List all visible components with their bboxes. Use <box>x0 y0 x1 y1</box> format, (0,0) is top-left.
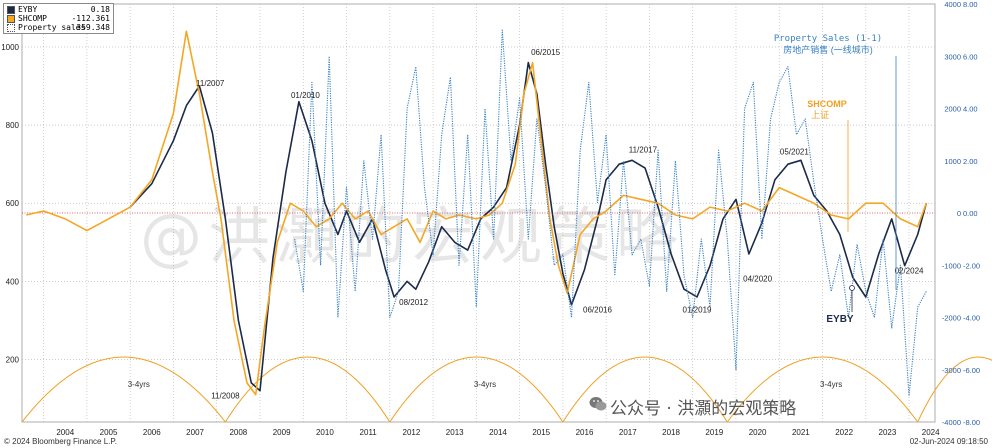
x-tick-label: 2024 <box>922 428 940 437</box>
eyby-callout: EYBY <box>826 314 854 325</box>
watermark: @洪灝的宏观策略 <box>140 200 684 273</box>
date-annotation: 01/2010 <box>291 91 320 100</box>
cycle-label: 3-4yrs <box>128 380 150 389</box>
right-inner-tick-label: 1000 <box>944 157 961 166</box>
right-tick-label: -2.00 <box>963 261 980 270</box>
legend-swatch <box>7 5 15 14</box>
x-tick-label: 2018 <box>662 428 680 437</box>
date-annotation: 04/2020 <box>743 274 772 283</box>
x-tick-label: 2004 <box>56 428 74 437</box>
x-tick-label: 2012 <box>403 428 421 437</box>
cycle-arc <box>389 356 564 423</box>
x-tick-label: 2019 <box>705 428 723 437</box>
x-tick-label: 2005 <box>100 428 118 437</box>
x-tick-label: 2014 <box>489 428 507 437</box>
right-inner-tick-label: -2000 <box>942 314 961 323</box>
wechat-icon <box>589 397 607 411</box>
legend: EYBY 0.18 SHCOMP -112.361 Property sales 359.… <box>3 3 114 34</box>
x-tick-label: 2015 <box>532 428 550 437</box>
legend-entry: EYBY 0.18 <box>7 5 110 14</box>
x-tick-label: 2016 <box>576 428 594 437</box>
copyright-text: © 2024 Bloomberg Finance L.P. <box>4 437 117 446</box>
date-annotation: 06/2016 <box>583 306 612 315</box>
eyby-marker <box>849 285 855 291</box>
cycle-label: 3-4yrs <box>820 380 842 389</box>
series-property-sales <box>294 29 927 397</box>
wechat-account: 公众号 · 洪灝的宏观策略 <box>610 399 797 419</box>
right-inner-tick-label: 4000 <box>944 0 961 9</box>
x-tick-label: 2009 <box>273 428 291 437</box>
legend-name: EYBY <box>18 5 38 14</box>
cycle-label: 3-4yrs <box>474 380 496 389</box>
cycle-arc <box>224 356 391 423</box>
left-tick-label: 800 <box>6 121 20 130</box>
series-shcomp <box>26 30 928 396</box>
cycle-arc <box>917 356 992 423</box>
right-tick-label: -4.00 <box>963 314 980 323</box>
left-tick-label: 1000 <box>1 43 19 52</box>
series-eyby <box>129 61 928 392</box>
right-tick-label: 2.00 <box>963 157 978 166</box>
right-tick-label: 0.00 <box>963 209 978 218</box>
date-annotation: 11/2008 <box>211 392 240 401</box>
right-inner-tick-label: -1000 <box>942 261 961 270</box>
left-tick-label: 600 <box>6 199 20 208</box>
right-tick-label: 6.00 <box>963 52 978 61</box>
legend-name: SHCOMP <box>18 14 47 23</box>
property-callout-cn: 房地产销售 (一线城市) <box>783 44 873 55</box>
x-tick-label: 2010 <box>316 428 334 437</box>
right-inner-tick-label: -4000 <box>942 418 961 427</box>
legend-entry: Property sales 359.348 <box>7 23 110 32</box>
left-tick-label: 200 <box>6 355 20 364</box>
legend-entry: SHCOMP -112.361 <box>7 14 110 23</box>
legend-swatch <box>7 23 15 32</box>
right-inner-tick-label: 2000 <box>944 105 961 114</box>
legend-swatch <box>7 14 15 23</box>
legend-value: 0.18 <box>90 5 110 14</box>
x-tick-label: 2011 <box>360 428 378 437</box>
date-annotation: 05/2021 <box>780 147 809 156</box>
right-tick-label: 4.00 <box>963 105 978 114</box>
shcomp-callout-cn: 上证 <box>811 110 829 120</box>
date-annotation: 11/2017 <box>629 145 658 154</box>
shcomp-callout-en: SHCOMP <box>807 99 847 109</box>
right-inner-tick-label: -3000 <box>942 366 961 375</box>
left-tick-label: 400 <box>6 277 20 286</box>
x-tick-label: 2007 <box>186 428 204 437</box>
cycle-arc <box>562 356 728 423</box>
timestamp-text: 02-Jun-2024 09:18:50 <box>909 437 988 446</box>
date-annotation: 06/2015 <box>531 48 560 57</box>
property-callout-en: Property Sales (1-1) <box>774 34 882 44</box>
right-inner-tick-label: 0 <box>957 209 961 218</box>
x-tick-label: 2008 <box>229 428 247 437</box>
x-tick-label: 2013 <box>446 428 464 437</box>
cycle-arc <box>21 356 226 423</box>
date-annotation: 08/2012 <box>399 298 428 307</box>
x-tick-label: 2006 <box>143 428 161 437</box>
x-tick-label: 2017 <box>619 428 637 437</box>
x-tick-label: 2022 <box>835 428 853 437</box>
x-tick-label: 2020 <box>749 428 767 437</box>
legend-name: Property sales <box>18 23 86 32</box>
cycle-arc <box>726 356 919 423</box>
legend-value: 359.348 <box>76 23 110 32</box>
right-tick-label: -6.00 <box>963 366 980 375</box>
right-tick-label: -8.00 <box>963 418 980 427</box>
right-inner-tick-label: 3000 <box>944 52 961 61</box>
legend-value: -112.361 <box>71 14 110 23</box>
x-tick-label: 2021 <box>792 428 810 437</box>
date-annotation: 11/2007 <box>196 79 225 88</box>
date-annotation: 01/2019 <box>683 306 712 315</box>
date-annotation: 02/2024 <box>895 267 924 276</box>
right-tick-label: 8.00 <box>963 0 978 9</box>
x-tick-label: 2023 <box>879 428 897 437</box>
